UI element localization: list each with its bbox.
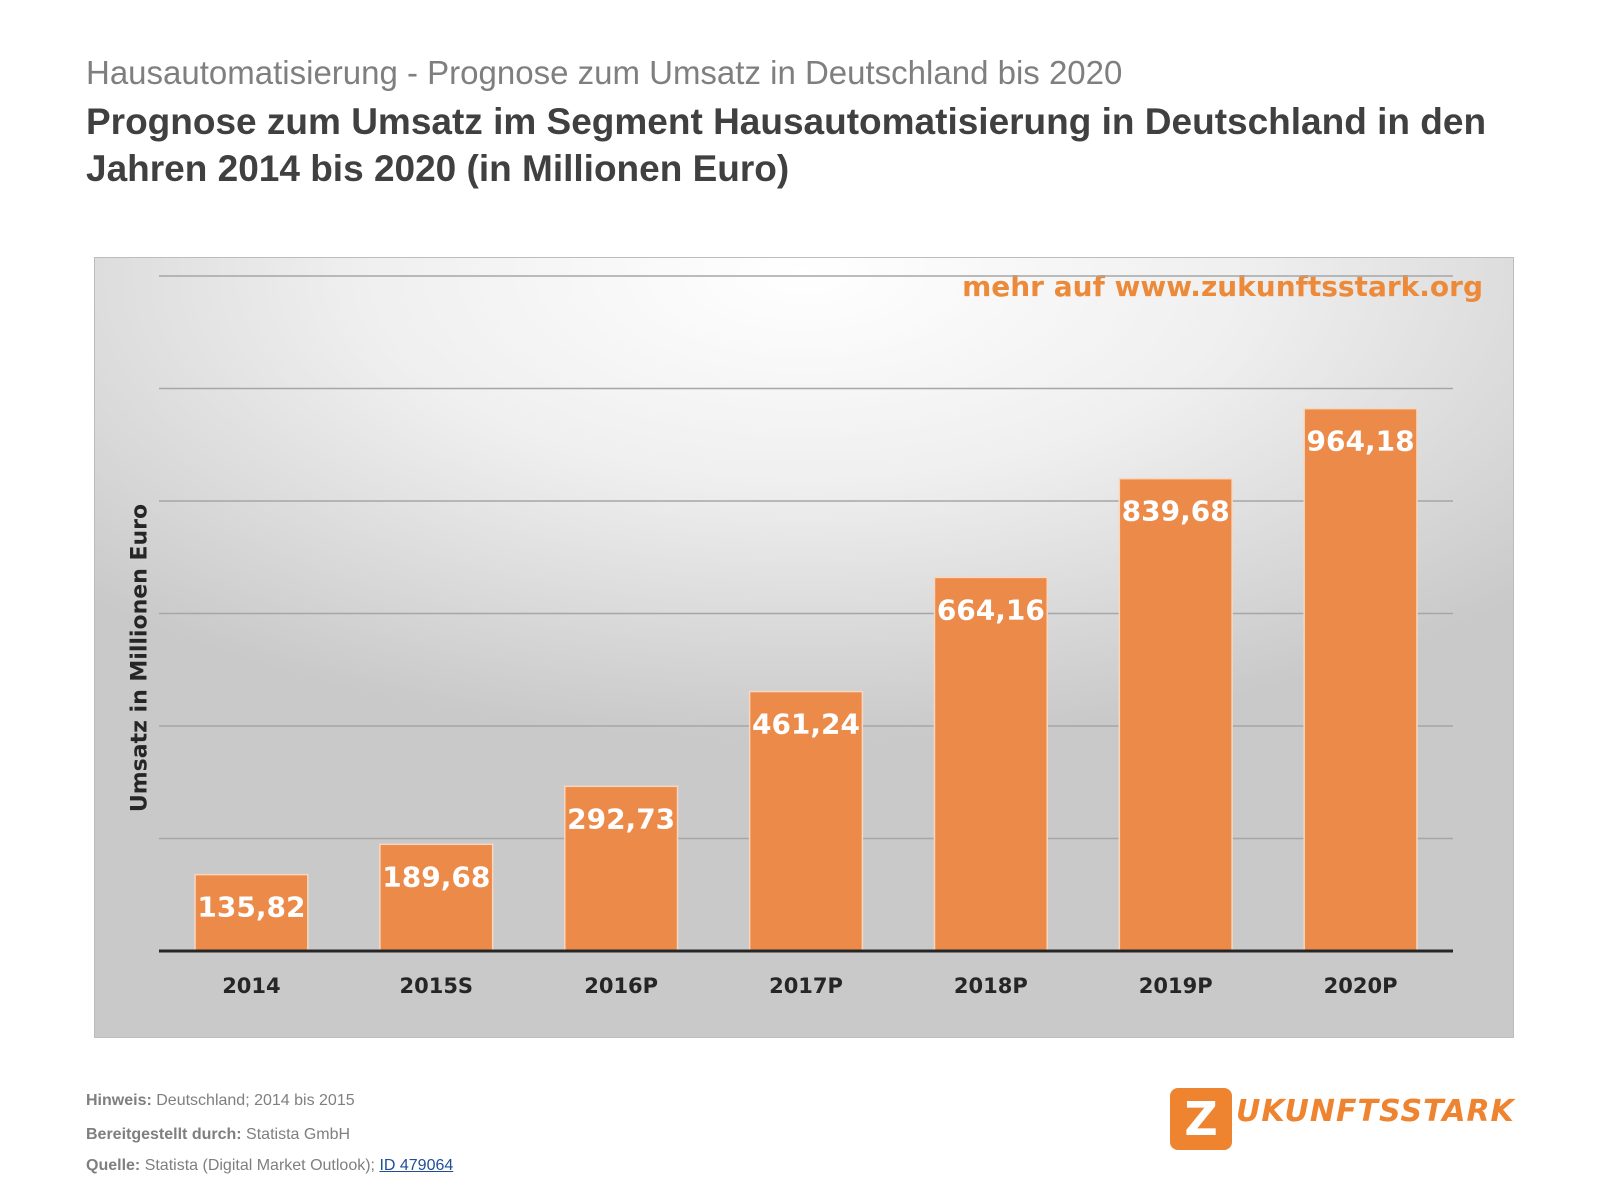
chart-area: mehr auf www.zukunftsstark.org Umsatz in… bbox=[94, 257, 1514, 1038]
bar-value-label: 189,68 bbox=[382, 860, 490, 893]
bar-value-label: 839,68 bbox=[1122, 495, 1230, 528]
x-tick-label: 2020P bbox=[1324, 974, 1398, 998]
bar bbox=[194, 873, 309, 952]
bar-chart: 135,82 2014 189,68 2015S 292,73 2016P 461,24 20… bbox=[159, 275, 1453, 998]
footer-provider-text: Statista GmbH bbox=[246, 1126, 351, 1143]
x-tick-label: 2015S bbox=[399, 974, 473, 998]
footer-source: Quelle: Statista (Digital Market Outlook… bbox=[86, 1157, 453, 1175]
footer-note-text: Deutschland; 2014 bis 2015 bbox=[156, 1092, 355, 1109]
x-tick-label: 2014 bbox=[222, 974, 280, 998]
zukunftsstark-logo[interactable]: Z UKUNFTSSTARK bbox=[1170, 1088, 1515, 1154]
footer-provider: Bereitgestellt durch: Statista GmbH bbox=[86, 1126, 350, 1144]
footer-note-label: Hinweis: bbox=[86, 1092, 152, 1109]
footer-note: Hinweis: Deutschland; 2014 bis 2015 bbox=[86, 1092, 355, 1110]
bar-value-label: 964,18 bbox=[1307, 425, 1415, 458]
bar bbox=[1303, 407, 1418, 952]
x-tick-label: 2019P bbox=[1139, 974, 1213, 998]
x-tick-label: 2016P bbox=[584, 974, 658, 998]
bar-value-label: 135,82 bbox=[197, 891, 305, 924]
footer-source-text: Statista (Digital Market Outlook); bbox=[144, 1157, 375, 1174]
footer-provider-label: Bereitgestellt durch: bbox=[86, 1126, 242, 1143]
bar-value-label: 292,73 bbox=[567, 802, 675, 835]
logo-mark-icon: Z bbox=[1170, 1088, 1232, 1150]
bar-value-label: 461,24 bbox=[752, 708, 860, 741]
chart-kicker: Hausautomatisierung - Prognose zum Umsat… bbox=[86, 54, 1123, 91]
x-tick-label: 2017P bbox=[769, 974, 843, 998]
footer-source-label: Quelle: bbox=[86, 1157, 141, 1174]
bar bbox=[933, 576, 1048, 952]
bar-value-label: 664,16 bbox=[937, 593, 1045, 626]
logo-wordmark: UKUNFTSSTARK bbox=[1236, 1094, 1515, 1129]
footer-source-link[interactable]: ID 479064 bbox=[379, 1157, 454, 1174]
bar bbox=[1118, 477, 1233, 952]
x-tick-label: 2018P bbox=[954, 974, 1028, 998]
chart-title: Prognose zum Umsatz im Segment Hausautom… bbox=[86, 101, 1487, 189]
